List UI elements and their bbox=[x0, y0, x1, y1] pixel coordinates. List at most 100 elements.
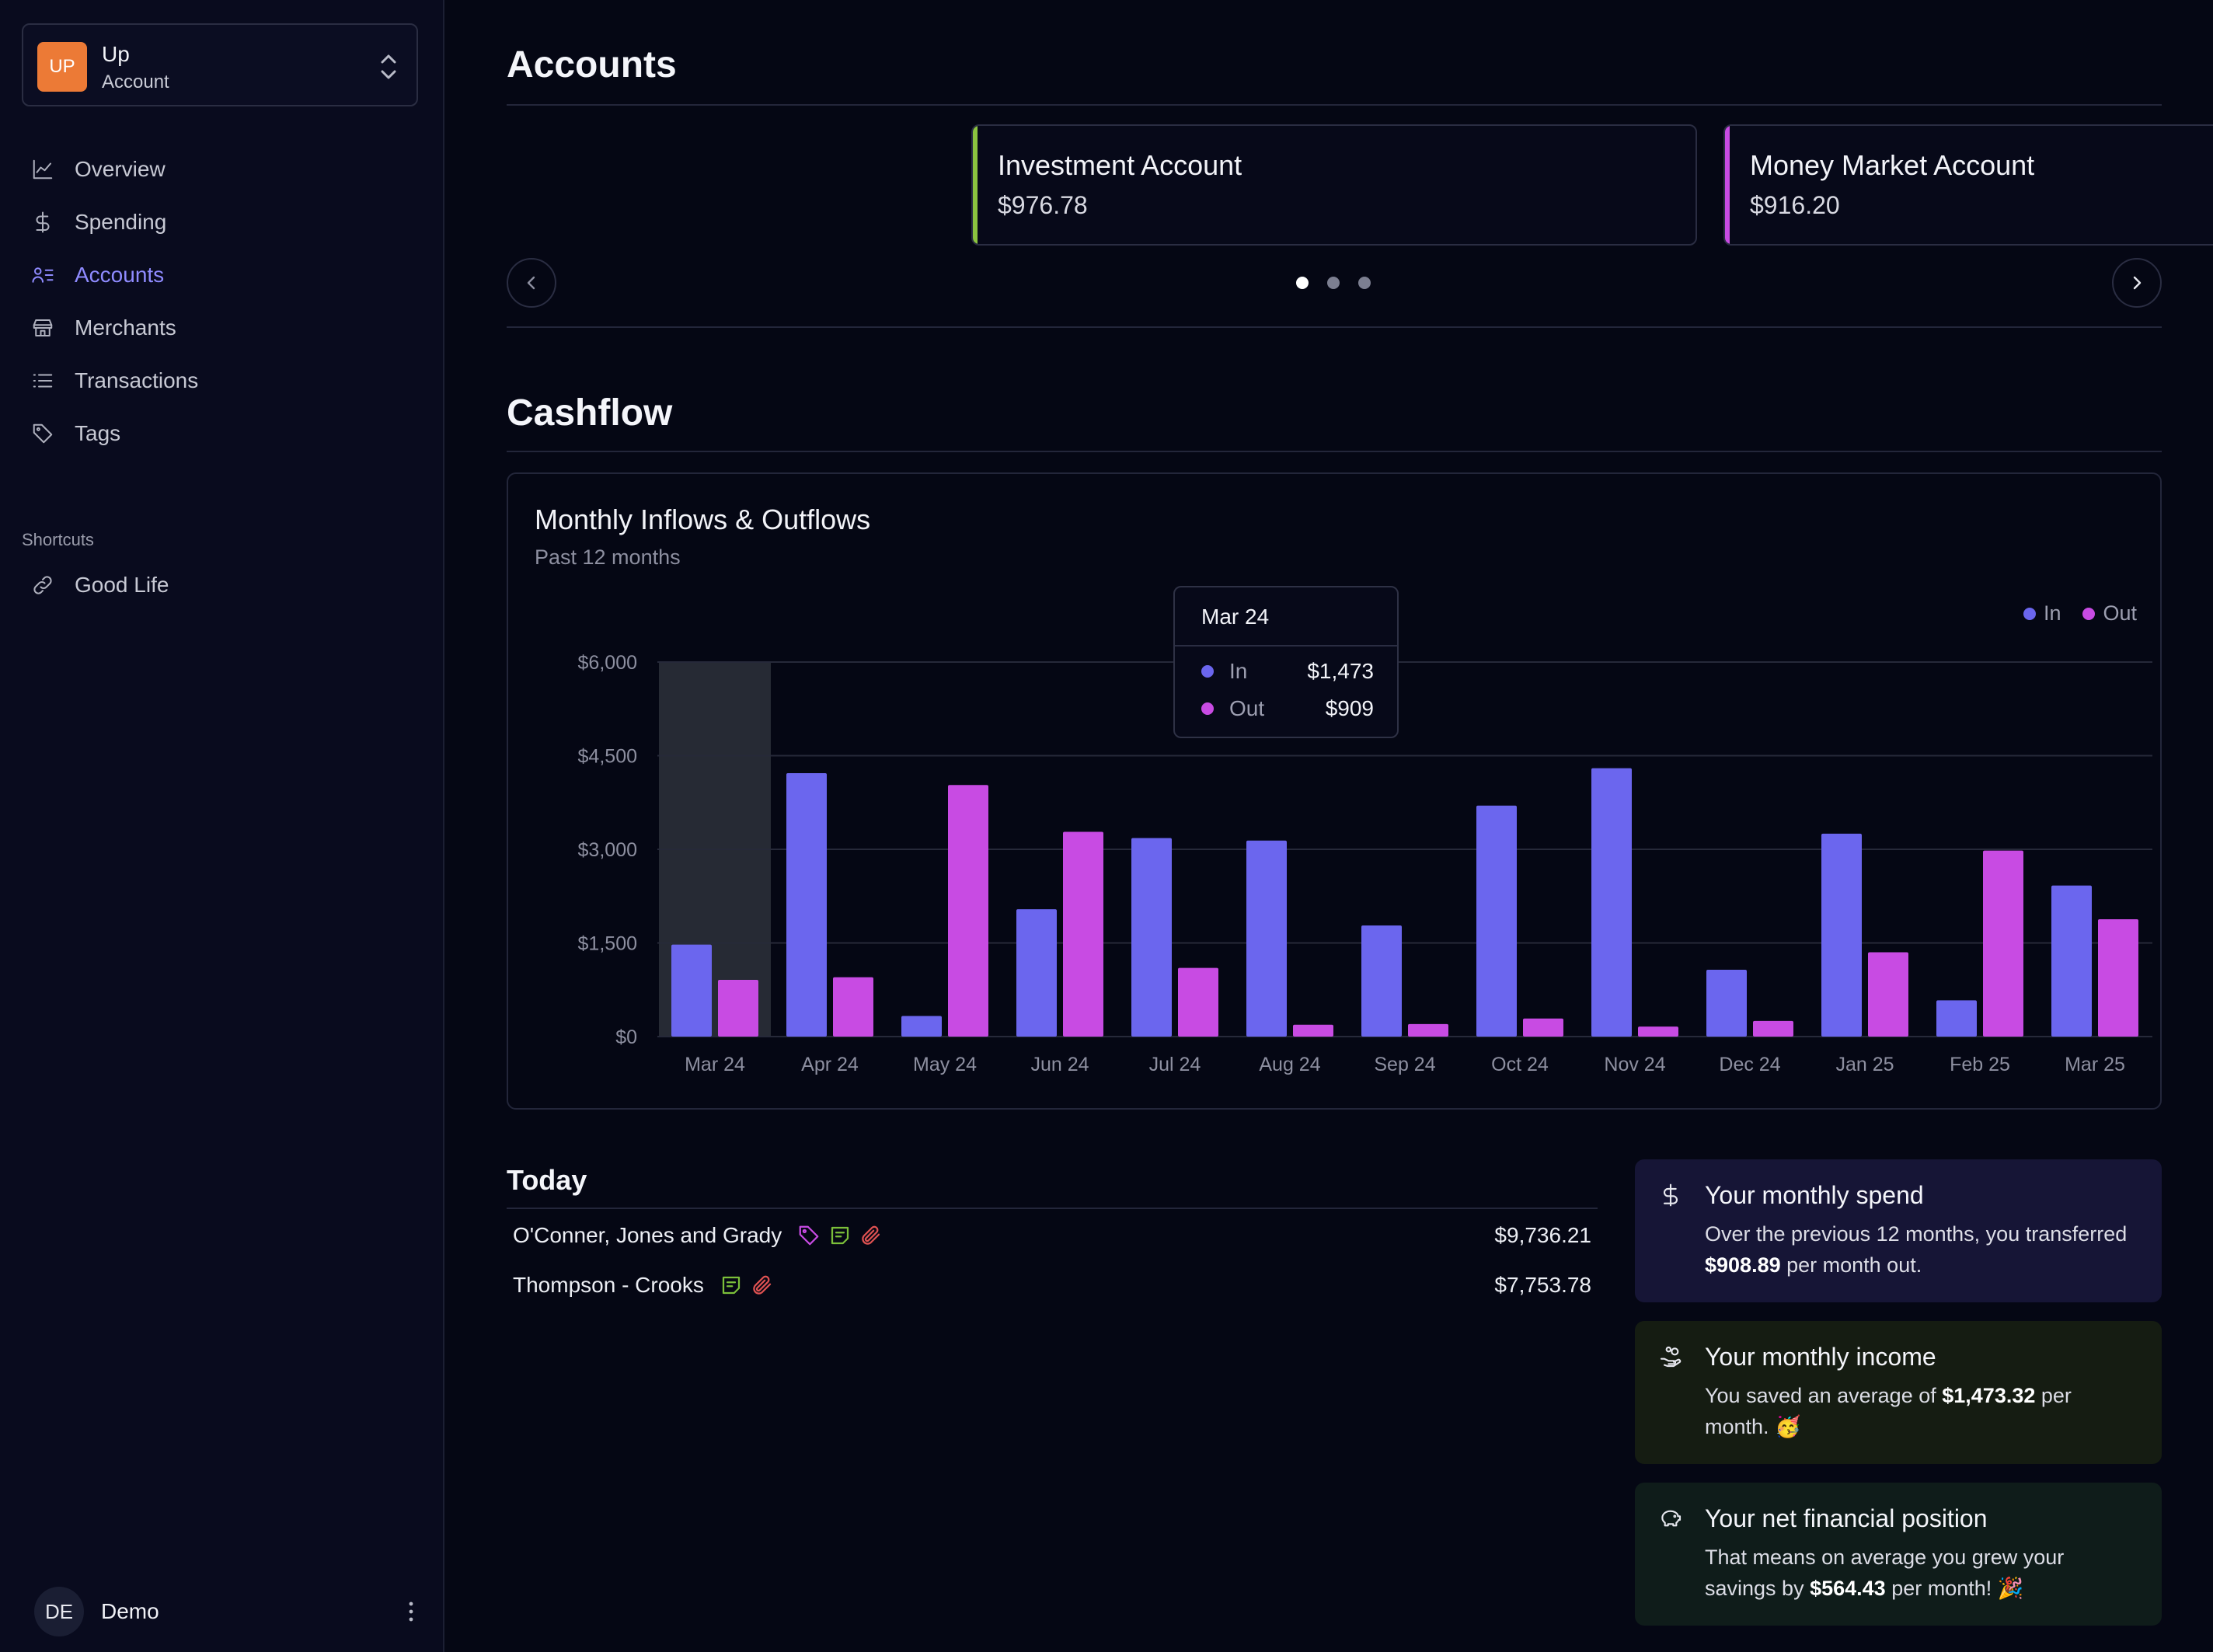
account-name: Investment Account bbox=[998, 149, 1242, 181]
transaction-name: O'Conner, Jones and Grady bbox=[513, 1223, 782, 1247]
insight-text: Over the previous 12 months, you transfe… bbox=[1705, 1222, 2128, 1246]
insight-title: Your net financial position bbox=[1705, 1504, 1988, 1532]
transaction-row[interactable]: Thompson - Crooks $7,753.78 bbox=[513, 1268, 1591, 1302]
account-balance: $916.20 bbox=[1750, 191, 1840, 219]
bar-out bbox=[1638, 1026, 1678, 1037]
chart-subtitle: Past 12 months bbox=[535, 545, 681, 569]
nav-item-label: Tags bbox=[75, 421, 121, 445]
bar-out bbox=[2098, 918, 2138, 1037]
legend-label: In bbox=[2043, 601, 2061, 625]
bar-out bbox=[833, 977, 873, 1037]
bar-in bbox=[1476, 805, 1517, 1037]
account-switcher-subtitle: Account bbox=[102, 71, 169, 92]
tooltip-label: In bbox=[1229, 659, 1248, 683]
account-switcher-name: Up bbox=[102, 42, 130, 66]
bar-out bbox=[1178, 967, 1218, 1037]
nav-item-transactions[interactable]: Transactions bbox=[31, 361, 420, 400]
x-tick-label: Jul 24 bbox=[1149, 1054, 1201, 1075]
party-popper-emoji: 🎉 bbox=[1997, 1577, 2024, 1600]
accounts-title: Accounts bbox=[507, 44, 677, 85]
nav-item-merchants[interactable]: Merchants bbox=[31, 308, 420, 347]
insight-body: Over the previous 12 months, you transfe… bbox=[1705, 1218, 2140, 1281]
divider bbox=[507, 451, 2162, 452]
user-menu[interactable]: DE Demo bbox=[34, 1587, 415, 1636]
y-tick-label: $0 bbox=[615, 1026, 637, 1048]
insight-text: You saved an average of bbox=[1705, 1384, 1943, 1407]
bar-out bbox=[1293, 1024, 1333, 1037]
bar-out bbox=[1753, 1020, 1793, 1037]
bar-out bbox=[718, 979, 758, 1037]
tooltip-label: Out bbox=[1229, 696, 1265, 720]
x-tick-label: Mar 24 bbox=[685, 1054, 745, 1075]
nav-item-overview[interactable]: Overview bbox=[31, 150, 420, 189]
transaction-name: Thompson - Crooks bbox=[513, 1273, 704, 1297]
insight-text: per month. bbox=[1705, 1384, 2072, 1438]
shortcut-good-life[interactable]: Good Life bbox=[31, 566, 420, 605]
chevron-right-icon bbox=[2133, 276, 2142, 290]
carousel-dot[interactable] bbox=[1327, 277, 1340, 289]
carousel-dot[interactable] bbox=[1358, 277, 1371, 289]
carousel-prev-button[interactable] bbox=[507, 258, 556, 308]
nav-item-label: Transactions bbox=[75, 368, 199, 392]
transaction-row[interactable]: O'Conner, Jones and Grady $9,736.21 bbox=[513, 1218, 1591, 1253]
cashflow-chart-card: Monthly Inflows & Outflows Past 12 month… bbox=[507, 472, 2162, 1110]
carousel-dot-active[interactable] bbox=[1296, 277, 1309, 289]
nav-item-tags[interactable]: Tags bbox=[31, 414, 420, 453]
attachment-icon bbox=[862, 1225, 880, 1245]
bar-in bbox=[786, 772, 827, 1037]
tooltip-row-out: Out $909 bbox=[1201, 696, 1374, 721]
chart-legend: In Out bbox=[2002, 601, 2137, 626]
cashflow-bar-chart[interactable]: $0 $1,500 $3,000 $4,500 $6,000 Mar 24 Apr 24 Ma… bbox=[508, 474, 2163, 1111]
account-avatar: UP bbox=[37, 42, 87, 92]
chevron-left-icon bbox=[527, 276, 535, 290]
party-face-emoji: 🥳 bbox=[1775, 1415, 1801, 1438]
insight-monthly-spend: Your monthly spend Over the previous 12 … bbox=[1635, 1159, 2162, 1302]
divider bbox=[507, 104, 2162, 106]
bar-in bbox=[671, 944, 712, 1037]
bar-in bbox=[1246, 840, 1287, 1037]
insight-amount: $1,473.32 bbox=[1942, 1384, 2036, 1407]
legend-swatch bbox=[2023, 607, 2036, 620]
bar-in bbox=[1706, 970, 1747, 1037]
x-tick-label: Jan 25 bbox=[1835, 1054, 1894, 1075]
legend-swatch bbox=[2082, 607, 2096, 620]
account-card-investment[interactable]: Investment Account $976.78 bbox=[971, 124, 1697, 246]
account-switcher[interactable]: UP Up Account bbox=[22, 23, 418, 106]
account-name: Money Market Account bbox=[1750, 149, 2035, 181]
legend-item-in: In bbox=[2023, 601, 2061, 626]
insight-title: Your monthly income bbox=[1705, 1343, 1936, 1371]
chart-title: Monthly Inflows & Outflows bbox=[535, 504, 871, 535]
shortcut-label: Good Life bbox=[75, 573, 169, 597]
tooltip-swatch bbox=[1201, 702, 1214, 715]
dollar-icon bbox=[1663, 1183, 1678, 1207]
bar-in bbox=[1821, 833, 1862, 1037]
nav-item-label: Spending bbox=[75, 210, 167, 234]
carousel-next-button[interactable] bbox=[2112, 258, 2162, 308]
users-list-icon bbox=[32, 267, 54, 283]
bar-out bbox=[1408, 1023, 1448, 1037]
x-tick-label: Apr 24 bbox=[801, 1054, 859, 1075]
more-vertical-icon[interactable] bbox=[407, 1599, 415, 1624]
y-tick-label: $3,000 bbox=[578, 839, 637, 861]
tooltip-value: $909 bbox=[1325, 696, 1374, 720]
bar-out bbox=[1983, 850, 2023, 1037]
insight-body: You saved an average of $1,473.32 per mo… bbox=[1705, 1380, 2140, 1442]
tag-icon bbox=[33, 423, 53, 444]
link-icon bbox=[33, 576, 52, 594]
list-icon bbox=[33, 374, 53, 388]
y-tick-label: $1,500 bbox=[578, 933, 637, 955]
y-tick-label: $4,500 bbox=[578, 746, 637, 768]
user-avatar: DE bbox=[34, 1587, 84, 1636]
nav-item-label: Merchants bbox=[75, 315, 176, 340]
account-card-money-market[interactable]: Money Market Account $916.20 bbox=[1723, 124, 2213, 246]
insight-text: That means on average you grew your savi… bbox=[1705, 1546, 2065, 1600]
tooltip-title: Mar 24 bbox=[1201, 605, 1270, 629]
account-accent-bar bbox=[973, 126, 978, 244]
chart-tooltip: Mar 24 In $1,473 Out $909 bbox=[1173, 586, 1399, 738]
divider bbox=[507, 326, 2162, 328]
bar-out bbox=[948, 785, 988, 1037]
nav-item-accounts[interactable]: Accounts bbox=[31, 256, 420, 295]
nav-item-spending[interactable]: Spending bbox=[31, 203, 420, 242]
x-tick-label: Aug 24 bbox=[1259, 1054, 1320, 1075]
insight-text: per month out. bbox=[1780, 1253, 1922, 1277]
